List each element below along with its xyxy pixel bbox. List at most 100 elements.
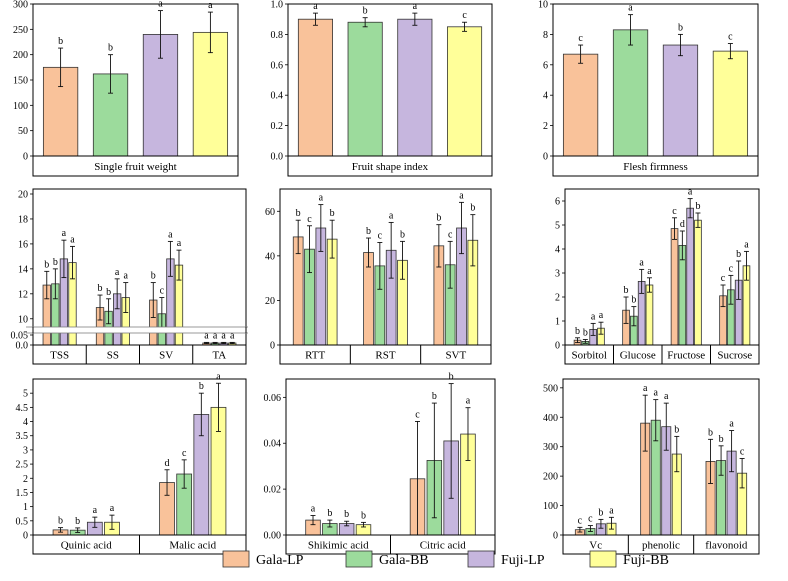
y-tick-label: 0.06 — [264, 393, 282, 404]
significance-letter: d — [680, 219, 685, 230]
y-tick-label: 10 — [538, 0, 548, 11]
category-label: flavonoid — [705, 540, 748, 552]
significance-letter: a — [93, 505, 98, 516]
significance-letter: b — [695, 201, 700, 212]
chart-panel-3: c a b c 0 2 4 6 8 10 Flesh firmness — [538, 0, 759, 177]
significance-letter: b — [400, 229, 405, 240]
category-strip — [279, 344, 492, 365]
y-tick-label: 200 — [13, 50, 28, 61]
bar-fuji-lp-flesh-firmness — [662, 44, 699, 157]
y-tick-label: 20 — [265, 296, 275, 307]
y-tick-label: 0.4 — [271, 91, 284, 102]
y-tick-label: 4.5 — [16, 403, 29, 414]
y-tick-label: 100 — [13, 101, 28, 112]
y-tick-label: 1 — [23, 502, 28, 513]
significance-letter: b — [344, 509, 349, 520]
y-tick-label: 0 — [555, 341, 560, 352]
significance-letter: b — [108, 43, 113, 54]
y-tick-label: 0.2 — [271, 121, 284, 132]
significance-letter: c — [182, 448, 187, 459]
category-label: Vc — [589, 540, 602, 552]
y-tick-label: 100 — [543, 501, 558, 512]
significance-letter: b — [674, 424, 679, 435]
category-label: SS — [107, 350, 119, 362]
category-label: RST — [375, 350, 395, 362]
significance-letter: d — [165, 458, 170, 469]
chart-panel-1: b b a a 0 50 100 150 200 250 300 Single fruit weigh… — [13, 0, 239, 177]
bar-fuji-bb-fruit-shape-index — [447, 26, 483, 157]
significance-letter: b — [106, 287, 111, 298]
y-tick-label: 40 — [265, 251, 275, 262]
y-tick-label: 3 — [23, 445, 28, 456]
y-tick-label: 0 — [553, 531, 558, 542]
category-label: Fruit shape index — [352, 161, 429, 173]
significance-letter: b — [436, 213, 441, 224]
category-label: SV — [159, 350, 173, 362]
y-tick-label: 5 — [23, 389, 28, 400]
significance-letter: a — [628, 3, 633, 14]
y-tick-label: 14 — [18, 264, 28, 275]
y-tick-label: 0 — [543, 152, 548, 163]
category-label: Quinic acid — [61, 540, 113, 552]
significance-letter: c — [672, 206, 677, 217]
significance-letter: a — [744, 239, 749, 250]
y-tick-label: 12 — [18, 289, 28, 300]
legend-swatch-fuji-bb — [589, 550, 617, 568]
y-tick-label: 2 — [555, 293, 560, 304]
significance-letter: a — [62, 228, 67, 239]
significance-letter: b — [736, 249, 741, 260]
chart-panel-7: b d b c a b a a 0 0.5 1 1.5 2 2.5 3 3.5 4 4.5 5 Quinic acid… — [16, 371, 247, 555]
bar-fuji-bb-glucose — [645, 284, 654, 346]
significance-letter: a — [688, 187, 693, 198]
category-label: Fructose — [667, 350, 705, 362]
y-tick-label: 2 — [543, 121, 548, 132]
significance-letter: b — [470, 203, 475, 214]
significance-letter: a — [230, 330, 235, 341]
y-tick-label: 2.5 — [16, 460, 29, 471]
category-label: TA — [212, 350, 226, 362]
significance-letter: a — [110, 503, 115, 514]
axis-break-gap — [27, 327, 248, 333]
significance-letter: a — [158, 0, 163, 10]
y-tick-label: 150 — [13, 76, 28, 87]
y-tick-label: 10 — [18, 314, 28, 325]
y-tick-label: 50 — [18, 126, 28, 137]
y-tick-label: 5 — [555, 221, 560, 232]
legend-label-fuji-bb: Fuji-BB — [623, 553, 669, 568]
significance-letter: a — [647, 266, 652, 277]
significance-letter: a — [729, 419, 734, 430]
category-label: Shikimic acid — [308, 540, 369, 552]
significance-letter: a — [459, 190, 464, 201]
y-tick-label: 0.0 — [271, 152, 284, 163]
y-tick-label: 0.04 — [264, 439, 282, 450]
bar-fuji-bb-fructose — [694, 219, 702, 346]
significance-letter: c — [378, 230, 383, 241]
significance-letter: c — [307, 214, 312, 225]
category-label: phenolic — [642, 540, 680, 552]
legend-swatch-gala-lp — [222, 550, 250, 568]
significance-letter: c — [160, 286, 165, 297]
y-tick-label: 1.5 — [16, 488, 29, 499]
y-tick-label: 300 — [543, 442, 558, 453]
y-tick-label: 18 — [18, 214, 28, 225]
y-tick-label: 1.0 — [271, 0, 284, 11]
significance-letter: a — [591, 311, 596, 322]
significance-letter: a — [177, 238, 182, 249]
significance-letter: a — [639, 257, 644, 268]
category-strip — [562, 534, 760, 555]
legend-label-fuji-lp: Fuji-LP — [501, 553, 545, 568]
significance-letter: b — [58, 516, 63, 527]
significance-letter: a — [213, 330, 218, 341]
y-tick-label: 200 — [543, 472, 558, 483]
significance-letter: a — [643, 383, 648, 394]
significance-letter: a — [311, 504, 316, 515]
significance-letter: a — [70, 234, 75, 245]
significance-letter: a — [204, 330, 209, 341]
category-label: Single fruit weight — [94, 161, 177, 173]
significance-letter: a — [221, 330, 226, 341]
